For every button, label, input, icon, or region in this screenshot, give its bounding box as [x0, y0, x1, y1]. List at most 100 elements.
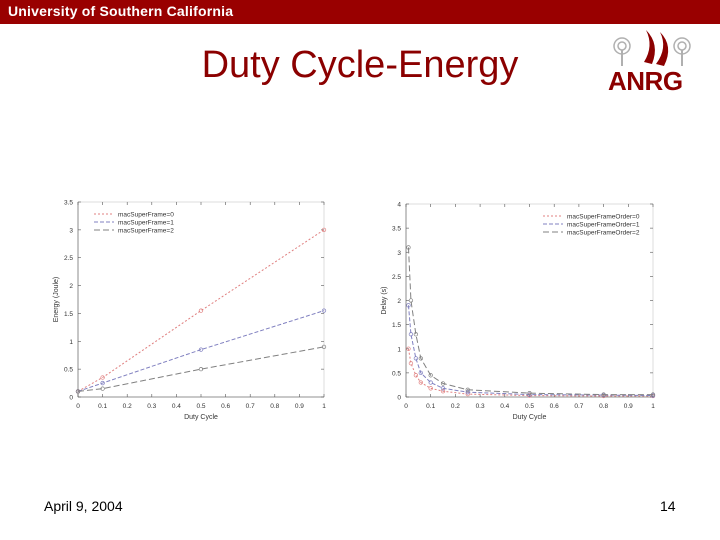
legend-label: macSuperFrameOrder=1: [567, 222, 640, 229]
y-tick-label: 4: [397, 202, 401, 209]
y-tick-label: 2: [397, 298, 401, 305]
data-point: [418, 380, 423, 385]
data-point: [440, 389, 446, 394]
data-point: [406, 303, 411, 308]
data-point: [408, 298, 414, 303]
y-tick-label: 0: [69, 395, 73, 402]
data-point: [440, 381, 446, 386]
series-line-2: [407, 305, 654, 397]
x-tick-label: 0.4: [500, 403, 509, 410]
y-tick-label: 0: [397, 395, 401, 402]
data-point: [428, 380, 433, 385]
data-point: [75, 389, 81, 394]
data-point: [465, 390, 470, 395]
anrg-logo: ANRG: [598, 26, 702, 106]
x-tick-label: 0.6: [221, 403, 230, 410]
usc-banner: University of Southern California: [0, 0, 720, 24]
logo-graphic: [613, 30, 691, 66]
y-tick-label: 3: [397, 250, 401, 257]
data-point: [601, 392, 606, 397]
x-axis-label: Duty Cycle: [513, 414, 547, 421]
y-tick-label: 2.5: [64, 255, 73, 262]
y-tick-label: 1: [397, 346, 401, 353]
data-point: [321, 344, 327, 350]
data-point: [100, 386, 105, 391]
data-point: [406, 245, 411, 250]
data-point: [428, 386, 433, 391]
x-tick-label: 0.3: [476, 403, 485, 410]
x-tick-label: 0.1: [426, 403, 435, 410]
banner-title: University of Southern California: [8, 3, 234, 19]
x-tick-label: 0.9: [295, 403, 304, 410]
data-point: [527, 392, 532, 397]
plot-frame: [77, 201, 325, 398]
data-point: [198, 308, 204, 313]
data-point: [428, 373, 433, 378]
y-tick-label: 0.5: [64, 367, 73, 374]
y-tick-label: 1.5: [64, 311, 73, 318]
series-line-3: [407, 247, 653, 396]
page-number: 14: [660, 498, 676, 514]
y-tick-label: 1.5: [392, 322, 401, 329]
y-axis-label: Energy (Joule): [53, 277, 60, 323]
y-tick-label: 2: [69, 283, 73, 290]
legend-label: macSuperFrameOrder=0: [567, 214, 640, 221]
y-tick-label: 3.5: [392, 226, 401, 233]
series-line-1: [407, 348, 653, 397]
data-point: [100, 375, 105, 380]
x-tick-label: 0.2: [123, 403, 132, 410]
data-point: [527, 390, 532, 396]
x-tick-label: 0.5: [196, 403, 205, 410]
data-point: [321, 227, 327, 233]
x-tick-label: 0.2: [451, 403, 460, 410]
data-point: [440, 386, 446, 391]
legend-label: macSuperFrame=1: [118, 220, 174, 227]
data-point: [418, 370, 423, 376]
y-tick-label: 1: [69, 339, 73, 346]
x-tick-label: 0.7: [574, 403, 583, 410]
x-tick-label: 0.9: [624, 403, 633, 410]
data-point: [198, 347, 204, 352]
x-tick-label: 1: [322, 403, 326, 410]
x-tick-label: 0.8: [599, 403, 608, 410]
x-tick-label: 0.5: [525, 403, 534, 410]
series-line-1: [77, 229, 325, 392]
energy-chart: 0 0.1 0.2 0.3 0.4 0.5 0.6 0.7 0.8 0.9 1 0 0.5 1 1.5 2 2.…: [53, 200, 327, 422]
y-tick-label: 2.5: [392, 274, 401, 281]
data-point: [413, 356, 419, 361]
data-point: [408, 361, 414, 366]
legend-label: macSuperFrame=0: [118, 212, 174, 219]
data-point: [418, 356, 423, 361]
legend-label: macSuperFrameOrder=2: [567, 230, 640, 237]
data-point: [465, 387, 470, 392]
x-axis-label: Duty Cycle: [184, 414, 218, 421]
slide-date: April 9, 2004: [44, 498, 123, 514]
data-point: [408, 332, 414, 337]
data-point: [100, 380, 105, 386]
series-line-2: [77, 310, 325, 392]
logo-text: ANRG: [608, 66, 683, 96]
x-tick-label: 0.7: [246, 403, 255, 410]
delay-chart: 0 0.1 0.2 0.3 0.4 0.5 0.6 0.7 0.8 0.9 1 0 0.5 1 1.5 2 2.…: [381, 202, 656, 422]
y-axis-label: Delay (s): [381, 286, 388, 314]
x-tick-label: 0.8: [270, 403, 279, 410]
y-tick-label: 0.5: [392, 370, 401, 377]
data-point: [406, 346, 411, 351]
y-tick-label: 3.5: [64, 200, 73, 207]
slide-title: Duty Cycle-Energy: [201, 44, 519, 86]
x-tick-label: 0.3: [147, 403, 156, 410]
x-tick-label: 0.4: [172, 403, 181, 410]
x-tick-label: 0.1: [98, 403, 107, 410]
x-tick-label: 0: [76, 403, 80, 410]
data-point: [650, 392, 656, 397]
data-point: [413, 332, 419, 337]
series-line-3: [77, 346, 325, 392]
legend-label: macSuperFrame=2: [118, 228, 174, 235]
y-tick-label: 3: [69, 227, 73, 234]
data-point: [198, 366, 204, 372]
x-tick-label: 1: [651, 403, 655, 410]
data-point: [321, 308, 327, 313]
x-tick-label: 0.6: [550, 403, 559, 410]
data-point: [413, 373, 419, 378]
x-tick-label: 0: [404, 403, 408, 410]
